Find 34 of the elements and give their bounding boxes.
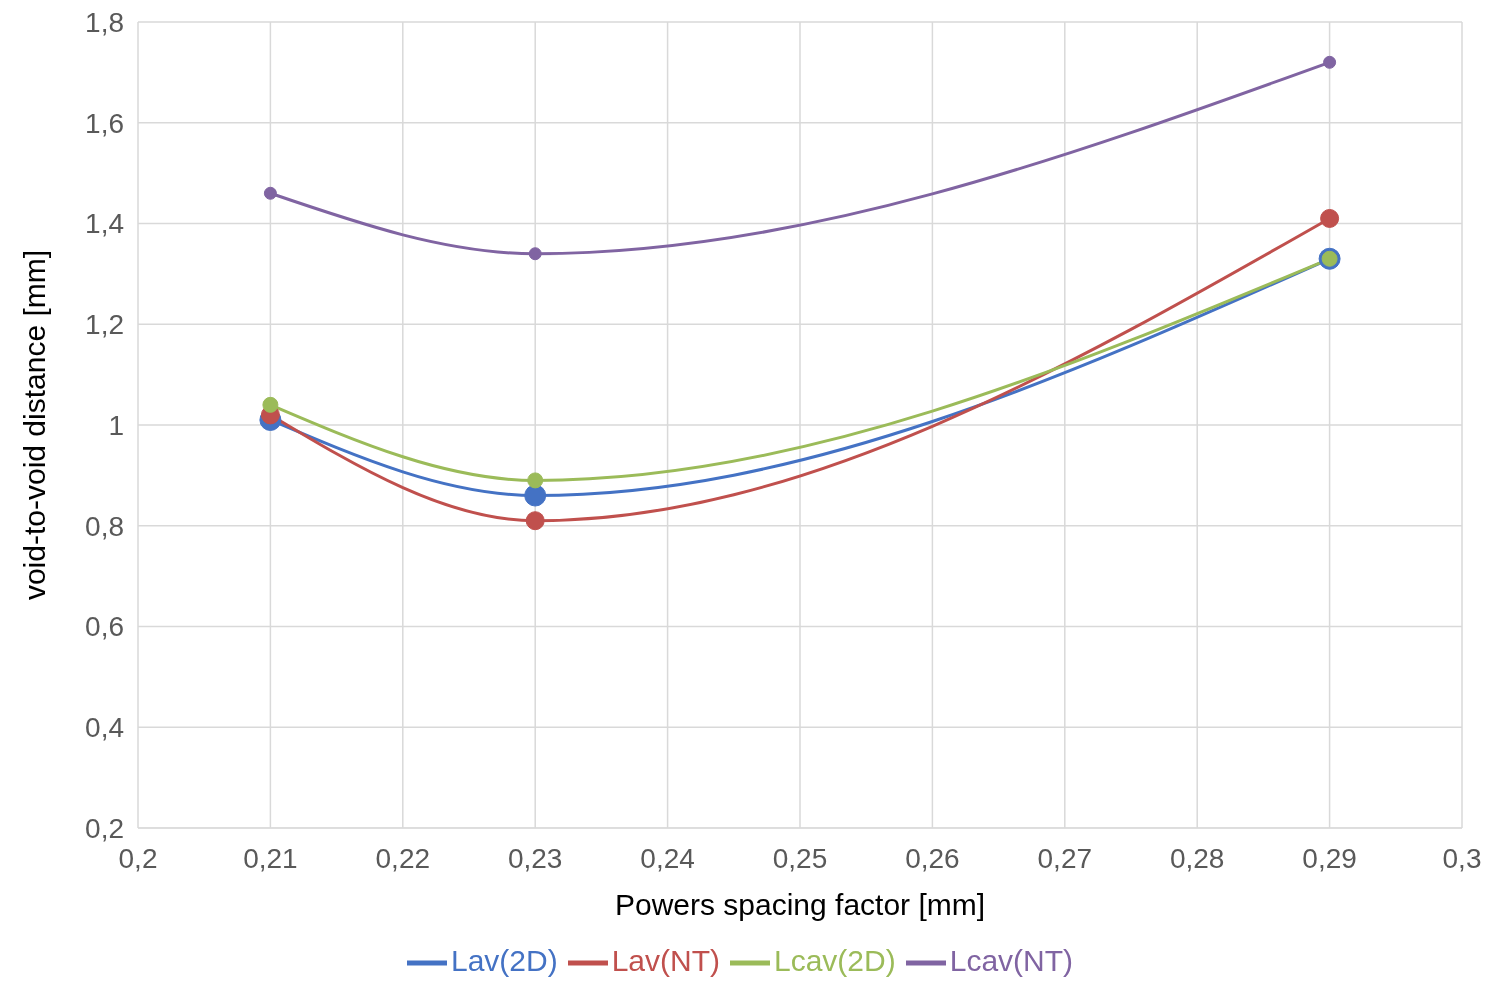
- legend-label: Lcav(NT): [949, 943, 1074, 977]
- x-axis-title: Powers spacing factor [mm]: [614, 888, 986, 921]
- y-tick-label: 1,2: [85, 309, 124, 341]
- point: [1320, 208, 1340, 228]
- y-axis-title: void-to-void distance [mm]: [17, 249, 51, 601]
- point: [524, 484, 547, 507]
- x-tick-label: 0,26: [905, 842, 960, 874]
- y-tick-label: 1,6: [85, 107, 124, 139]
- y-tick-label: 1,4: [85, 208, 124, 240]
- x-tick-label: 0,23: [507, 842, 563, 874]
- y-tick-label: 0,8: [85, 510, 124, 542]
- y-tick-label: 0,2: [85, 812, 124, 844]
- y-tick-label: 1: [108, 409, 124, 441]
- y-tick-label: 0,6: [85, 611, 124, 643]
- x-tick-label: 0,24: [640, 842, 695, 874]
- x-tick-label: 0,29: [1302, 842, 1357, 874]
- x-tick-label: 0,21: [243, 842, 298, 874]
- legend-label: Lav(2D): [450, 943, 558, 977]
- x-tick-label: 0,2: [118, 842, 158, 874]
- x-tick-label: 0,25: [772, 842, 828, 874]
- point: [1323, 55, 1337, 69]
- x-tick-label: 0,22: [375, 842, 431, 874]
- x-tick-label: 0,3: [1442, 842, 1482, 874]
- legend-label: Lav(NT): [611, 943, 720, 977]
- point: [528, 247, 542, 261]
- x-tick-label: 0,27: [1037, 842, 1093, 874]
- point: [262, 396, 279, 413]
- point: [525, 511, 545, 531]
- y-tick-label: 0,4: [85, 712, 124, 744]
- point: [263, 186, 277, 200]
- x-tick-label: 0,28: [1169, 842, 1225, 874]
- point: [527, 472, 544, 489]
- y-tick-label: 1,8: [85, 6, 124, 38]
- legend-label: Lcav(2D): [774, 943, 896, 977]
